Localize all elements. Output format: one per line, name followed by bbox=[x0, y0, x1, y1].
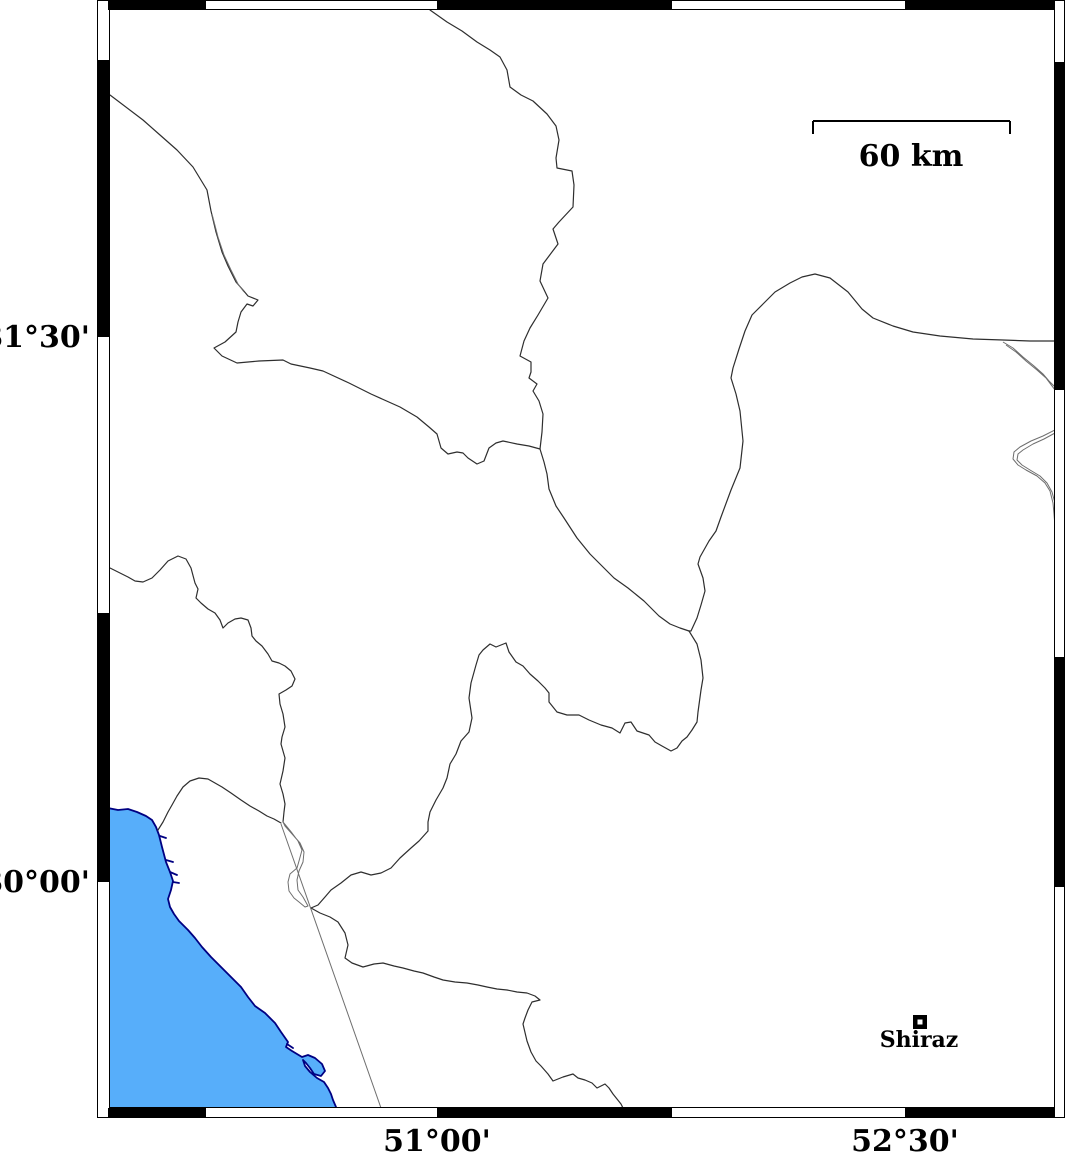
boundary-line-nw bbox=[110, 94, 541, 465]
map-canvas bbox=[110, 10, 1055, 1108]
right-edge-bump bbox=[1012, 429, 1055, 528]
boundary-line-loop bbox=[310, 630, 704, 909]
persian-gulf-water bbox=[110, 808, 336, 1108]
boundary-line-central bbox=[539, 448, 690, 632]
lon-label-51-00: 51°00' bbox=[383, 1124, 491, 1155]
scale-bar: 60 km bbox=[812, 120, 1011, 174]
scale-bar-bracket bbox=[812, 120, 1011, 134]
boundary-line-east bbox=[688, 273, 1055, 632]
boundary-line-west bbox=[110, 555, 296, 823]
lat-label-31-30: 31°30' bbox=[0, 320, 90, 355]
straight-line bbox=[280, 823, 382, 1108]
coastline bbox=[110, 807, 337, 1108]
boundary-triangle-sliver bbox=[282, 821, 309, 908]
axis-annotations: 31°30' 30°00' 51°00' 52°30' bbox=[0, 320, 959, 1155]
boundary-sliver bbox=[211, 213, 245, 293]
coast-jags bbox=[159, 835, 294, 1049]
boundary-line-coast-spur bbox=[157, 777, 282, 831]
boundary-line-south bbox=[310, 907, 624, 1108]
boundary-line-top bbox=[429, 10, 575, 450]
city-label: Shiraz bbox=[880, 1027, 959, 1053]
lon-label-52-30: 52°30' bbox=[851, 1124, 959, 1155]
city-shiraz: Shiraz bbox=[880, 1015, 959, 1053]
city-marker-icon-center bbox=[917, 1019, 923, 1025]
lat-label-30-00: 30°00' bbox=[0, 865, 90, 900]
scale-bar-label: 60 km bbox=[859, 139, 964, 174]
right-edge-doubled-line bbox=[1002, 341, 1055, 391]
map-frame bbox=[97, 0, 1065, 1118]
